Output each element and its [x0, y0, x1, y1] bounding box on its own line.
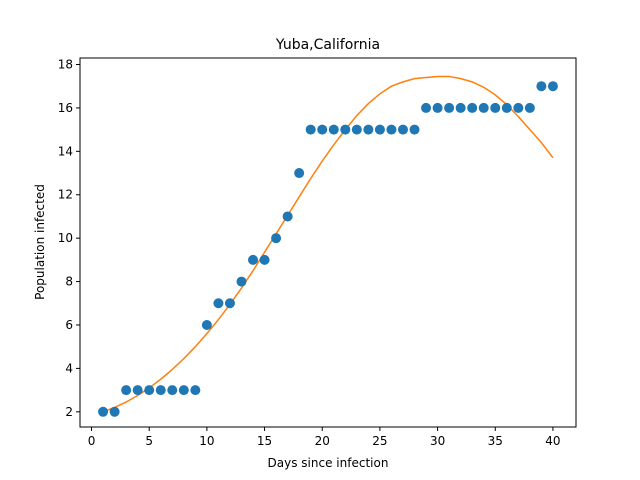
x-tick-label: 20 — [315, 434, 330, 448]
data-point — [386, 124, 397, 135]
x-tick-label: 0 — [88, 434, 96, 448]
data-point — [444, 102, 455, 113]
data-point — [155, 385, 166, 396]
data-point — [478, 102, 489, 113]
x-tick-label: 40 — [545, 434, 560, 448]
data-point — [132, 385, 143, 396]
data-point — [490, 102, 501, 113]
data-point — [409, 124, 420, 135]
y-tick-label: 14 — [58, 144, 73, 158]
data-point — [224, 298, 235, 309]
data-point — [271, 233, 282, 244]
data-point — [294, 168, 305, 179]
data-point — [317, 124, 328, 135]
data-point — [328, 124, 339, 135]
data-point — [455, 102, 466, 113]
fit-line — [102, 75, 554, 413]
data-point — [282, 211, 293, 222]
data-point — [351, 124, 362, 135]
x-tick-label: 15 — [257, 434, 272, 448]
data-point — [201, 319, 212, 330]
x-tick-label: 35 — [488, 434, 503, 448]
data-point — [547, 81, 558, 92]
y-tick-label: 10 — [58, 231, 73, 245]
x-tick-label: 10 — [199, 434, 214, 448]
x-axis: 0 5 10 15 20 25 30 35 40 — [88, 427, 561, 448]
y-tick-label: 6 — [65, 318, 73, 332]
data-point — [144, 385, 155, 396]
data-point — [524, 102, 535, 113]
plot-frame — [79, 57, 577, 428]
y-axis-label: Population infected — [33, 184, 47, 300]
data-point — [467, 102, 478, 113]
data-point — [501, 102, 512, 113]
data-point — [421, 102, 432, 113]
data-point — [167, 385, 178, 396]
data-point — [374, 124, 385, 135]
data-point — [363, 124, 374, 135]
x-axis-label: Days since infection — [268, 456, 389, 470]
data-point — [121, 385, 132, 396]
data-point — [340, 124, 351, 135]
y-tick-label: 4 — [65, 361, 73, 375]
data-point — [259, 254, 270, 265]
data-point — [397, 124, 408, 135]
y-axis: 2 4 6 8 10 12 14 16 18 — [58, 58, 80, 419]
data-point — [432, 102, 443, 113]
y-tick-label: 2 — [65, 405, 73, 419]
data-point — [236, 276, 247, 287]
data-point — [178, 385, 189, 396]
y-tick-label: 8 — [65, 275, 73, 289]
data-point — [305, 124, 316, 135]
x-tick-label: 5 — [145, 434, 153, 448]
data-point — [98, 406, 109, 417]
data-point — [190, 385, 201, 396]
y-tick-label: 12 — [58, 188, 73, 202]
data-point — [213, 298, 224, 309]
y-tick-label: 16 — [58, 101, 73, 115]
data-point — [248, 254, 259, 265]
data-point — [109, 406, 120, 417]
plot-area — [98, 75, 558, 417]
x-tick-label: 25 — [372, 434, 387, 448]
x-tick-label: 30 — [430, 434, 445, 448]
data-point — [513, 102, 524, 113]
chart-title: Yuba,California — [275, 37, 380, 53]
y-tick-label: 18 — [58, 58, 73, 72]
data-point — [536, 81, 547, 92]
